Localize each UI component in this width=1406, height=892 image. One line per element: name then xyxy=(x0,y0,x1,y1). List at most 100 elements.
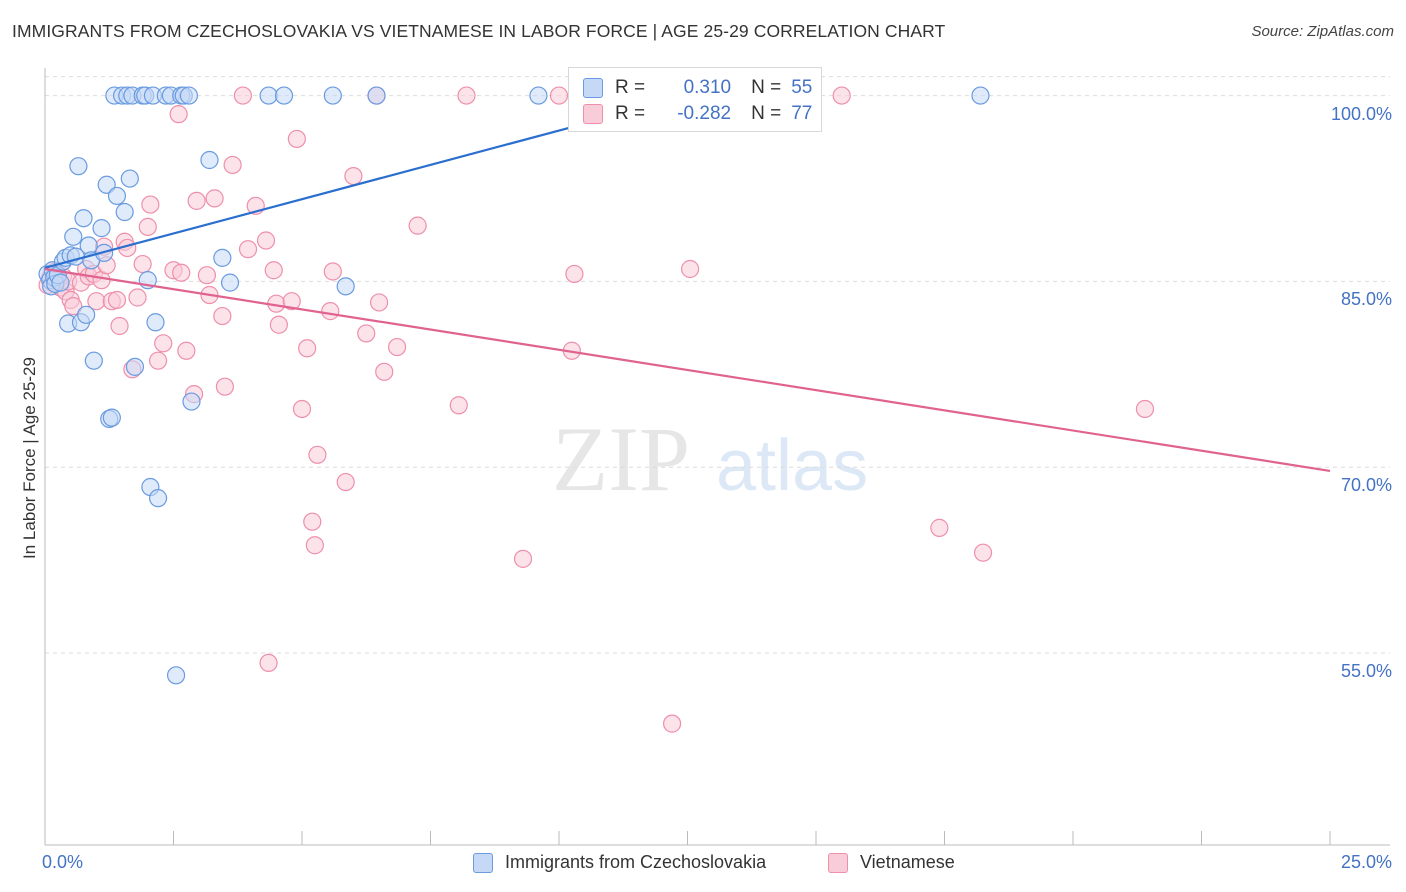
vietnamese-point[interactable] xyxy=(128,288,147,307)
czechoslovakia-point[interactable] xyxy=(69,157,88,176)
vietnamese-point[interactable] xyxy=(172,263,191,282)
vietnamese-point[interactable] xyxy=(64,297,83,316)
czechoslovakia-point[interactable] xyxy=(220,273,240,292)
vietnamese-point[interactable] xyxy=(238,240,258,259)
vietnamese-point[interactable] xyxy=(177,341,196,360)
legend-n-value: 55 xyxy=(791,77,813,98)
vietnamese-point[interactable] xyxy=(1135,399,1155,419)
watermark-atlas: atlas xyxy=(716,426,868,506)
czechoslovakia-point[interactable] xyxy=(274,86,294,105)
vietnamese-point[interactable] xyxy=(565,264,584,284)
legend-n-label: N = xyxy=(751,77,782,98)
vietnamese-point[interactable] xyxy=(107,290,127,310)
vietnamese-point[interactable] xyxy=(303,512,322,531)
watermark: ZIP atlas xyxy=(552,408,868,510)
vietnamese-point[interactable] xyxy=(133,254,152,274)
legend-r-label: R = xyxy=(615,77,646,98)
legend-swatch-blue xyxy=(583,78,603,98)
czechoslovakia-point[interactable] xyxy=(77,305,96,324)
vietnamese-point[interactable] xyxy=(282,292,301,311)
legend-label: Immigrants from Czechoslovakia xyxy=(505,852,767,872)
vietnamese-point[interactable] xyxy=(205,189,224,208)
stats-legend: R = 0.310 N = 55 R = -0.282 N = 77 xyxy=(568,67,822,132)
czechoslovakia-point[interactable] xyxy=(166,666,186,685)
czechoslovakia-point[interactable] xyxy=(102,408,121,427)
legend-item-czechoslovakia[interactable]: Immigrants from Czechoslovakia xyxy=(473,852,766,873)
czechoslovakia-point[interactable] xyxy=(79,236,98,255)
x-tick-label: 25.0% xyxy=(1340,852,1392,872)
vietnamese-point[interactable] xyxy=(375,362,394,381)
vietnamese-point[interactable] xyxy=(187,191,206,210)
vietnamese-point[interactable] xyxy=(215,377,234,396)
vietnamese-point[interactable] xyxy=(259,653,278,673)
vietnamese-point[interactable] xyxy=(298,339,317,358)
czechoslovakia-point[interactable] xyxy=(148,489,168,508)
legend-n-label: N = xyxy=(751,103,782,124)
czechoslovakia-point[interactable] xyxy=(182,392,201,411)
watermark-zip: ZIP xyxy=(552,408,690,510)
vietnamese-point[interactable] xyxy=(269,315,288,334)
czechoslovakia-point[interactable] xyxy=(336,277,355,296)
vietnamese-point[interactable] xyxy=(680,259,700,279)
legend-swatch-pink xyxy=(583,104,603,124)
czechoslovakia-point[interactable] xyxy=(323,86,342,105)
vietnamese-point[interactable] xyxy=(264,261,283,280)
vietnamese-point[interactable] xyxy=(256,231,276,250)
y-tick-label: 70.0% xyxy=(1340,475,1392,496)
czechoslovakia-point[interactable] xyxy=(92,219,111,238)
vietnamese-point[interactable] xyxy=(321,302,340,321)
vietnamese-point[interactable] xyxy=(344,166,363,186)
vietnamese-point[interactable] xyxy=(457,86,476,105)
czechoslovakia-point[interactable] xyxy=(64,227,83,246)
vietnamese-point[interactable] xyxy=(292,399,312,419)
vietnamese-point[interactable] xyxy=(308,445,327,464)
vietnamese-point[interactable] xyxy=(408,216,427,235)
legend-item-vietnamese[interactable]: Vietnamese xyxy=(828,852,955,873)
source-label: Source: ZipAtlas.com xyxy=(1251,23,1394,40)
legend-r-value: 0.310 xyxy=(683,77,732,98)
vietnamese-point[interactable] xyxy=(357,324,376,343)
vietnamese-point[interactable] xyxy=(387,337,407,357)
czechoslovakia-point[interactable] xyxy=(179,86,199,105)
legend-r-label: R = xyxy=(615,103,646,124)
vietnamese-point[interactable] xyxy=(832,86,851,105)
vietnamese-point[interactable] xyxy=(662,714,682,733)
czechoslovakia-point[interactable] xyxy=(200,150,219,170)
vietnamese-point[interactable] xyxy=(336,472,355,492)
vietnamese-point[interactable] xyxy=(513,549,533,568)
czechoslovakia-point[interactable] xyxy=(146,313,165,332)
vietnamese-point[interactable] xyxy=(305,536,324,555)
czechoslovakia-point[interactable] xyxy=(529,86,548,105)
czechoslovakia-point[interactable] xyxy=(74,209,93,228)
vietnamese-point[interactable] xyxy=(549,86,569,105)
czechoslovakia-point[interactable] xyxy=(115,202,134,222)
vietnamese-point[interactable] xyxy=(223,155,242,175)
czechoslovakia-point[interactable] xyxy=(259,86,278,105)
czechoslovakia-point[interactable] xyxy=(125,357,145,376)
vietnamese-point[interactable] xyxy=(287,129,306,149)
czechoslovakia-point[interactable] xyxy=(51,273,70,292)
legend-swatch-pink xyxy=(828,852,848,873)
vietnamese-point[interactable] xyxy=(973,543,993,562)
czechoslovakia-point[interactable] xyxy=(97,175,116,194)
vietnamese-point[interactable] xyxy=(154,334,173,353)
vietnamese-point[interactable] xyxy=(323,262,342,281)
vietnamese-point[interactable] xyxy=(233,86,252,105)
czechoslovakia-point[interactable] xyxy=(120,169,139,188)
vietnamese-point[interactable] xyxy=(148,351,168,370)
vietnamese-point[interactable] xyxy=(110,316,129,336)
vietnamese-point[interactable] xyxy=(449,396,468,415)
vietnamese-point[interactable] xyxy=(370,293,389,312)
czechoslovakia-point[interactable] xyxy=(971,86,990,105)
vietnamese-point[interactable] xyxy=(141,195,160,214)
vietnamese-point[interactable] xyxy=(197,266,217,285)
vietnamese-point[interactable] xyxy=(930,518,949,537)
vietnamese-point[interactable] xyxy=(138,217,157,236)
vietnamese-point[interactable] xyxy=(169,105,188,124)
czechoslovakia-point[interactable] xyxy=(107,186,127,206)
czechoslovakia-point[interactable] xyxy=(84,351,103,370)
czechoslovakia-point[interactable] xyxy=(213,248,232,267)
czechoslovakia-point[interactable] xyxy=(367,86,386,105)
vietnamese-point[interactable] xyxy=(213,306,232,326)
x-tick-label: 0.0% xyxy=(42,852,84,872)
